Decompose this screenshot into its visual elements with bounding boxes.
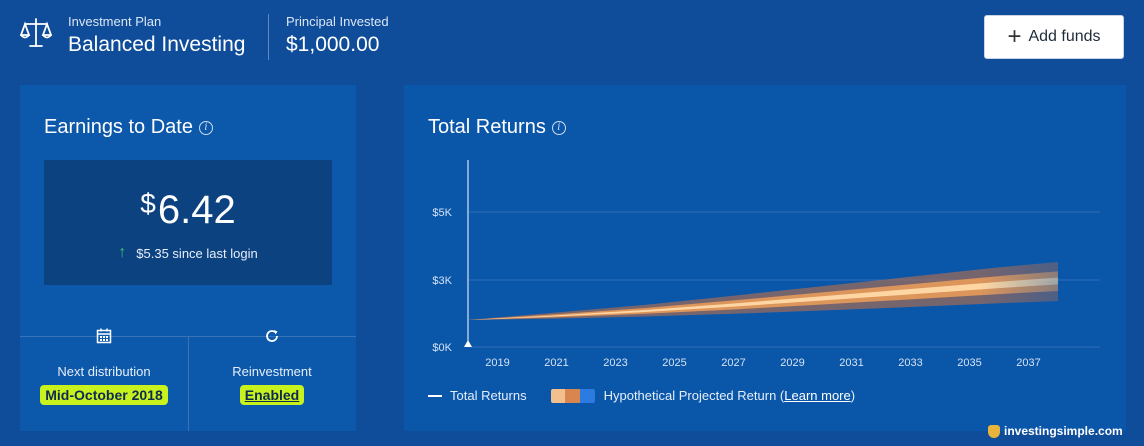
x-tick-label: 2021 (544, 357, 568, 369)
current-marker (464, 340, 472, 347)
earnings-title-text: Earnings to Date (44, 116, 193, 138)
plan-header: Investment Plan Balanced Investing Princ… (0, 0, 1144, 70)
y-tick-label: $0K (432, 342, 452, 354)
reinvestment-value[interactable]: Enabled (239, 385, 305, 405)
legend-projected-prefix: Hypothetical Projected Return ( (603, 388, 785, 403)
x-tick-label: 2027 (721, 357, 745, 369)
reinvestment-label: Reinvestment (232, 364, 312, 379)
arrow-up-icon: ↑ (118, 244, 127, 261)
chart-legend: Total Returns Hypothetical Projected Ret… (428, 388, 855, 403)
x-tick-label: 2023 (603, 357, 627, 369)
investment-plan-name: Balanced Investing (68, 33, 246, 56)
earnings-change: ↑ $5.35 since last login (44, 244, 332, 262)
calendar-icon (96, 328, 112, 344)
earnings-title: Earnings to Date i (44, 116, 213, 139)
total-returns-card: Total Returns i $0K $3K $5K 2019 2021 2023 202… (404, 85, 1126, 431)
info-icon[interactable]: i (198, 120, 213, 135)
y-tick-label: $3K (432, 275, 452, 287)
earnings-amount: $6.42 (44, 188, 332, 233)
earnings-card: Earnings to Date i $6.42 ↑ $5.35 since l… (20, 85, 356, 431)
earnings-summary: $6.42 ↑ $5.35 since last login (44, 160, 332, 285)
legend-total-returns: Total Returns (450, 388, 527, 403)
x-tick-label: 2033 (898, 357, 922, 369)
add-funds-label: Add funds (1028, 28, 1101, 45)
add-funds-button[interactable]: + Add funds (984, 15, 1124, 59)
principal-invested-value: $1,000.00 (286, 33, 380, 56)
investment-plan-label: Investment Plan (68, 14, 162, 29)
next-distribution: Next distribution Mid-October 2018 (20, 328, 188, 405)
learn-more-link[interactable]: Learn more (784, 388, 851, 403)
x-tick-label: 2035 (957, 357, 981, 369)
money-bag-icon (988, 424, 1000, 438)
legend-total-returns-marker (428, 394, 442, 397)
legend-projected-suffix: ) (850, 388, 856, 403)
y-tick-label: $5K (432, 207, 452, 219)
total-returns-chart: $0K $3K $5K 2019 2021 2023 2025 2027 2029 2031 203… (432, 160, 1100, 369)
x-tick-label: 2025 (662, 357, 686, 369)
x-tick-label: 2037 (1016, 357, 1040, 369)
projection-band-mid (468, 271, 1058, 320)
chart-axes: $0K $3K $5K 2019 2021 2023 2025 2027 2029 2031 203… (432, 160, 1041, 369)
watermark-text: investingsimple.com (1004, 424, 1123, 438)
currency-symbol: $ (140, 188, 156, 219)
next-distribution-label: Next distribution (57, 364, 151, 379)
investment-plan: Investment Plan Balanced Investing (68, 14, 245, 57)
divider (188, 336, 189, 431)
total-returns-title-text: Total Returns (428, 116, 546, 138)
next-distribution-value: Mid-October 2018 (40, 385, 168, 405)
x-tick-label: 2019 (485, 357, 509, 369)
x-tick-label: 2031 (839, 357, 863, 369)
refresh-icon (266, 330, 278, 342)
total-returns-title: Total Returns i (428, 116, 566, 139)
principal-invested-label: Principal Invested (286, 14, 389, 29)
x-tick-label: 2029 (780, 357, 804, 369)
projection-band-outer (468, 261, 1058, 320)
info-icon[interactable]: i (551, 120, 566, 135)
earnings-amount-value: 6.42 (157, 188, 236, 232)
earnings-change-text: $5.35 since last login (136, 245, 258, 261)
watermark: investingsimple.com (988, 424, 1123, 438)
legend-projected-swatch (550, 388, 595, 403)
principal-invested: Principal Invested $1,000.00 (286, 14, 389, 57)
projection-band (468, 261, 1058, 320)
scale-icon (20, 18, 52, 47)
reinvestment: Reinvestment Enabled (188, 328, 356, 405)
plus-icon: + (1007, 23, 1022, 50)
header-divider (268, 14, 269, 60)
